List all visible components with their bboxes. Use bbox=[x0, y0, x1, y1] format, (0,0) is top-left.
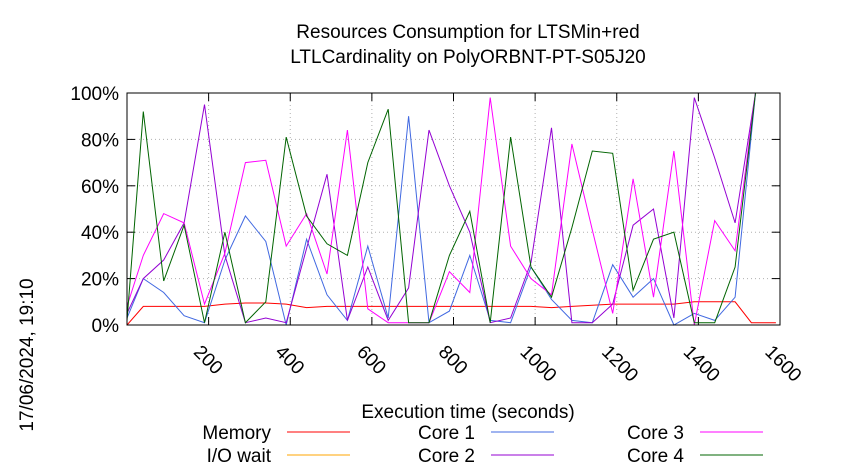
x-axis-label: Execution time (seconds) bbox=[361, 402, 574, 423]
y-tick-label: 100% bbox=[70, 84, 119, 105]
legend-label-core-1: Core 1 bbox=[418, 423, 475, 444]
legend-label-core-4: Core 4 bbox=[627, 446, 684, 467]
y-tick-label: 0% bbox=[92, 316, 120, 337]
y-tick-label: 80% bbox=[81, 130, 119, 151]
grid-lines bbox=[127, 92, 781, 326]
chart-title: Resources Consumption for LTSMin+red bbox=[296, 22, 639, 43]
x-tick-label: 1200 bbox=[597, 342, 642, 387]
x-tick-label: 600 bbox=[352, 342, 389, 379]
y-tick-label: 40% bbox=[81, 223, 119, 244]
x-tick-labels: 200 400 600 800 1000 1200 1400 1600 bbox=[189, 342, 805, 387]
x-tick-label: 800 bbox=[434, 342, 471, 379]
series-line-core-3 bbox=[126, 92, 756, 326]
series-line-core-1 bbox=[126, 92, 756, 326]
plot-frame bbox=[126, 92, 781, 326]
y-tick-labels: 0% 20% 40% 60% 80% 100% bbox=[70, 84, 119, 337]
legend-label-core-2: Core 2 bbox=[418, 446, 475, 467]
series-line-core-2 bbox=[126, 92, 756, 324]
x-tick-label: 200 bbox=[189, 342, 226, 379]
series-line-memory bbox=[126, 301, 776, 326]
y-tick-label: 60% bbox=[81, 177, 119, 198]
series-lines bbox=[126, 92, 776, 326]
legend-label-core-3: Core 3 bbox=[627, 423, 684, 444]
y-tick-label: 20% bbox=[81, 270, 119, 291]
legend-label-memory: Memory bbox=[202, 423, 271, 444]
x-tick-label: 400 bbox=[271, 342, 308, 379]
x-tick-label: 1600 bbox=[760, 342, 805, 387]
chart-subtitle: LTLCardinality on PolyORBNT-PT-S05J20 bbox=[290, 47, 646, 68]
x-tick-label: 1400 bbox=[679, 342, 724, 387]
timestamp-label: 17/06/2024, 19:10 bbox=[17, 278, 38, 431]
series-line-core-4 bbox=[126, 92, 756, 324]
legend-label-i-o-wait: I/O wait bbox=[207, 446, 272, 467]
x-tick-label: 1000 bbox=[516, 342, 561, 387]
